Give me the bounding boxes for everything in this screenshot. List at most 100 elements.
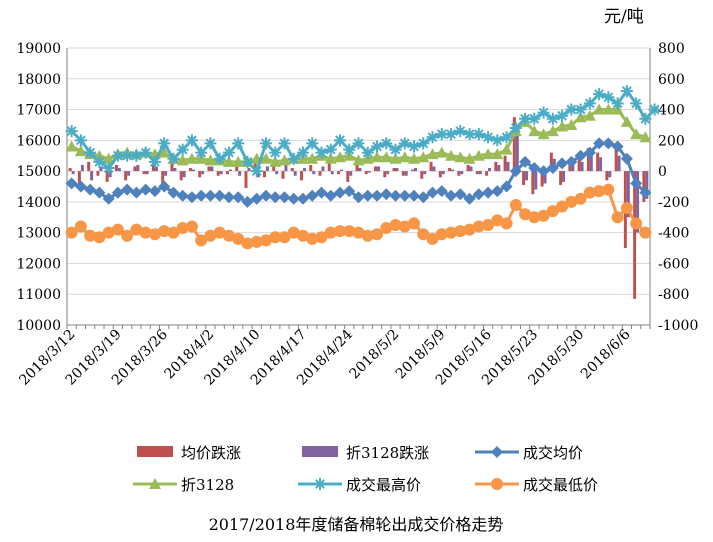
data-point [130, 223, 143, 236]
data-point [296, 146, 309, 159]
data-point [287, 192, 300, 205]
bar [90, 171, 94, 181]
data-point [278, 137, 291, 150]
data-point [158, 180, 171, 193]
bar [225, 171, 229, 175]
y2-tick-label: 400 [658, 103, 685, 119]
series-line [65, 183, 652, 250]
data-point [546, 162, 559, 175]
bar [228, 169, 232, 172]
legend-item: 均价跌涨 [137, 444, 241, 462]
data-point [204, 154, 217, 166]
data-point [361, 189, 374, 202]
data-point [389, 218, 402, 231]
bar [179, 171, 183, 181]
data-point [185, 220, 198, 233]
bar [448, 168, 452, 172]
data-point [65, 177, 78, 190]
bar [599, 157, 603, 172]
data-point [574, 111, 587, 123]
bar [191, 169, 195, 172]
data-point [287, 226, 300, 239]
data-point [398, 137, 411, 150]
bar [256, 171, 260, 178]
bar [432, 166, 436, 172]
data-point [546, 125, 559, 137]
bar [512, 117, 516, 172]
legend-item: 折3128跌涨 [302, 444, 429, 462]
x-axis-ticks: 2018/3/122018/3/192018/3/262018/4/22018/… [16, 326, 633, 388]
bar [80, 164, 84, 172]
data-point [509, 165, 522, 178]
data-point [583, 186, 596, 199]
data-point [435, 146, 448, 158]
bar [247, 168, 251, 172]
y2-tick-label: 600 [658, 72, 685, 88]
data-point [213, 152, 226, 165]
bar [429, 161, 433, 172]
data-point [158, 146, 171, 158]
data-point [324, 152, 337, 164]
bar [151, 158, 155, 172]
bar [145, 171, 149, 175]
data-point [472, 188, 485, 201]
data-point [639, 226, 652, 239]
data-point [519, 155, 532, 168]
data-point [639, 186, 652, 199]
data-point [482, 218, 495, 231]
bar [364, 171, 368, 175]
data-point [630, 128, 643, 140]
data-point [611, 211, 624, 224]
data-point [435, 228, 448, 241]
data-point [556, 157, 569, 170]
bar [127, 171, 131, 176]
bar [549, 152, 553, 172]
data-point [241, 237, 254, 250]
data-point [528, 125, 541, 137]
data-point [250, 165, 263, 178]
bar [161, 171, 165, 185]
data-point [426, 186, 439, 199]
data-point [185, 134, 198, 147]
data-point [417, 151, 430, 163]
series-line [65, 85, 661, 178]
data-point [620, 152, 633, 165]
bar [401, 171, 405, 176]
x-tick-label: 2018/6/6 [578, 326, 634, 382]
data-point [259, 234, 272, 247]
data-point [546, 112, 559, 125]
bar [99, 166, 103, 172]
data-point [371, 151, 384, 163]
data-point [259, 152, 272, 164]
legend-swatch [137, 446, 173, 457]
series-line [65, 137, 652, 208]
data-point [435, 185, 448, 198]
data-point [139, 226, 152, 239]
data-point [565, 118, 578, 130]
legend-label: 成交最低价 [523, 476, 598, 494]
legend-label: 折3128跌涨 [346, 444, 429, 462]
data-point [333, 225, 346, 238]
bar [586, 148, 590, 172]
data-point [222, 155, 235, 167]
bar [105, 171, 109, 182]
data-point [463, 128, 476, 141]
plot-area [65, 85, 661, 299]
data-point [500, 180, 513, 193]
bar [568, 161, 572, 172]
data-point [167, 226, 180, 239]
data-point [213, 189, 226, 202]
data-point [241, 195, 254, 208]
data-point [324, 143, 337, 156]
data-point [333, 134, 346, 147]
data-point [398, 189, 411, 202]
data-point [463, 192, 476, 205]
data-point [454, 125, 467, 138]
data-point [528, 162, 541, 175]
bar [457, 171, 461, 176]
bar [522, 171, 526, 185]
bar [633, 171, 637, 299]
data-point [565, 103, 578, 116]
bar [71, 171, 75, 175]
